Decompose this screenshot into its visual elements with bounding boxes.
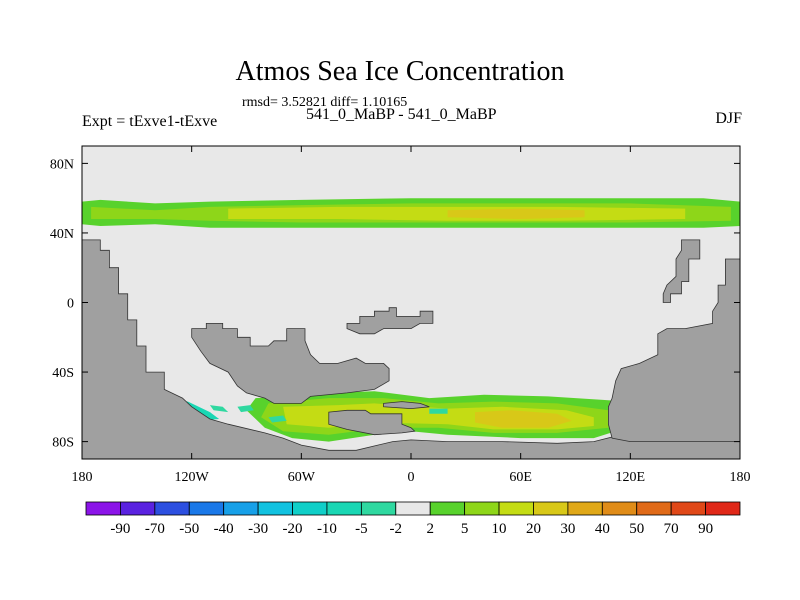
colorbar-swatch xyxy=(429,501,466,516)
colorbar-swatch xyxy=(257,501,293,516)
colorbar-label: 50 xyxy=(629,521,644,537)
chart-title: Atmos Sea Ice Concentration xyxy=(235,56,565,87)
colorbar-label: 10 xyxy=(492,521,507,537)
land-western-landmass xyxy=(82,239,740,459)
colorbar-label: -90 xyxy=(110,521,130,537)
y-tick-label: 80N xyxy=(50,157,74,172)
colorbar-swatch xyxy=(292,501,328,516)
experiment-label: Expt = tExve1-tExve xyxy=(82,113,218,130)
y-tick-label: 40S xyxy=(52,366,74,381)
region-southern-band-max xyxy=(475,410,572,428)
colorbar-swatch xyxy=(154,501,190,516)
colorbar-swatch xyxy=(636,501,672,516)
colorbar-label: -50 xyxy=(179,521,199,537)
colorbar-swatch xyxy=(498,501,534,516)
colorbar-swatch xyxy=(395,501,431,516)
x-tick-label: 120E xyxy=(616,470,646,485)
land-south-central-island xyxy=(328,409,416,436)
stats-label: rmsd= 3.52821 diff= 1.10165 xyxy=(242,95,408,110)
land-small-island-equator xyxy=(346,307,434,335)
land-southern-strip xyxy=(383,401,430,410)
colorbar-swatch xyxy=(533,501,569,516)
colorbar-swatch xyxy=(360,501,397,516)
colorbar-label: 20 xyxy=(526,521,541,537)
land-eastern-landmass xyxy=(608,258,740,443)
land-island-south-atlantic xyxy=(191,322,390,404)
colorbar-label: -70 xyxy=(145,521,165,537)
region-negative-speck-3 xyxy=(429,408,448,414)
y-tick-label: 0 xyxy=(67,297,74,312)
colorbar-swatch xyxy=(85,501,121,516)
x-tick-label: 0 xyxy=(408,470,415,485)
colorbar-swatch xyxy=(223,501,259,516)
subtitle-label: 541_0_MaBP - 541_0_MaBP xyxy=(306,106,497,123)
map-layers xyxy=(82,146,740,459)
colorbar-label: 2 xyxy=(426,521,434,537)
colorbar-label: 5 xyxy=(461,521,469,537)
land-eastern-island-north xyxy=(662,239,701,303)
colorbar-label: -2 xyxy=(390,521,403,537)
colorbar-swatch xyxy=(601,501,638,516)
colorbar-label: 70 xyxy=(664,521,679,537)
colorbar-label: 40 xyxy=(595,521,610,537)
region-negative-patch-small xyxy=(209,405,229,413)
x-tick-label: 180 xyxy=(72,470,93,485)
colorbar-label: -30 xyxy=(248,521,268,537)
colorbar-swatch xyxy=(567,501,603,516)
season-label: DJF xyxy=(715,110,742,127)
y-tick-label: 40N xyxy=(50,227,74,242)
colorbar-label: 90 xyxy=(698,521,713,537)
colorbar-label: 30 xyxy=(560,521,575,537)
map-frame xyxy=(81,145,741,460)
region-negative-speck xyxy=(237,405,254,413)
colorbar-swatch xyxy=(705,501,741,516)
colorbar-label: -10 xyxy=(317,521,337,537)
colorbar-swatch xyxy=(188,501,225,516)
x-tick-label: 60W xyxy=(288,470,316,485)
colorbar-boxes xyxy=(85,501,741,516)
map-content xyxy=(82,198,740,459)
map-ticks: 180 120W 60W 0 60E 120E 180 80N 40N 0 40S 80S xyxy=(50,146,751,485)
colorbar-swatch xyxy=(670,501,706,516)
x-tick-label: 120W xyxy=(175,470,210,485)
colorbar-labels: -90 -70 -50 -40 -30 -20 -10 -5 -2 2 5 10 20 30 40 50 70 9… xyxy=(110,521,713,537)
x-tick-label: 180 xyxy=(730,470,751,485)
region-northern-band-max xyxy=(447,208,585,219)
y-tick-label: 80S xyxy=(52,436,74,451)
colorbar-swatch xyxy=(326,501,362,516)
colorbar-swatch xyxy=(120,501,156,516)
colorbar-label: -40 xyxy=(214,521,234,537)
colorbar-label: -5 xyxy=(355,521,368,537)
x-tick-label: 60E xyxy=(509,470,532,485)
colorbar-label: -20 xyxy=(283,521,303,537)
region-negative-speck-2 xyxy=(268,415,287,423)
colorbar-swatch xyxy=(464,501,500,516)
